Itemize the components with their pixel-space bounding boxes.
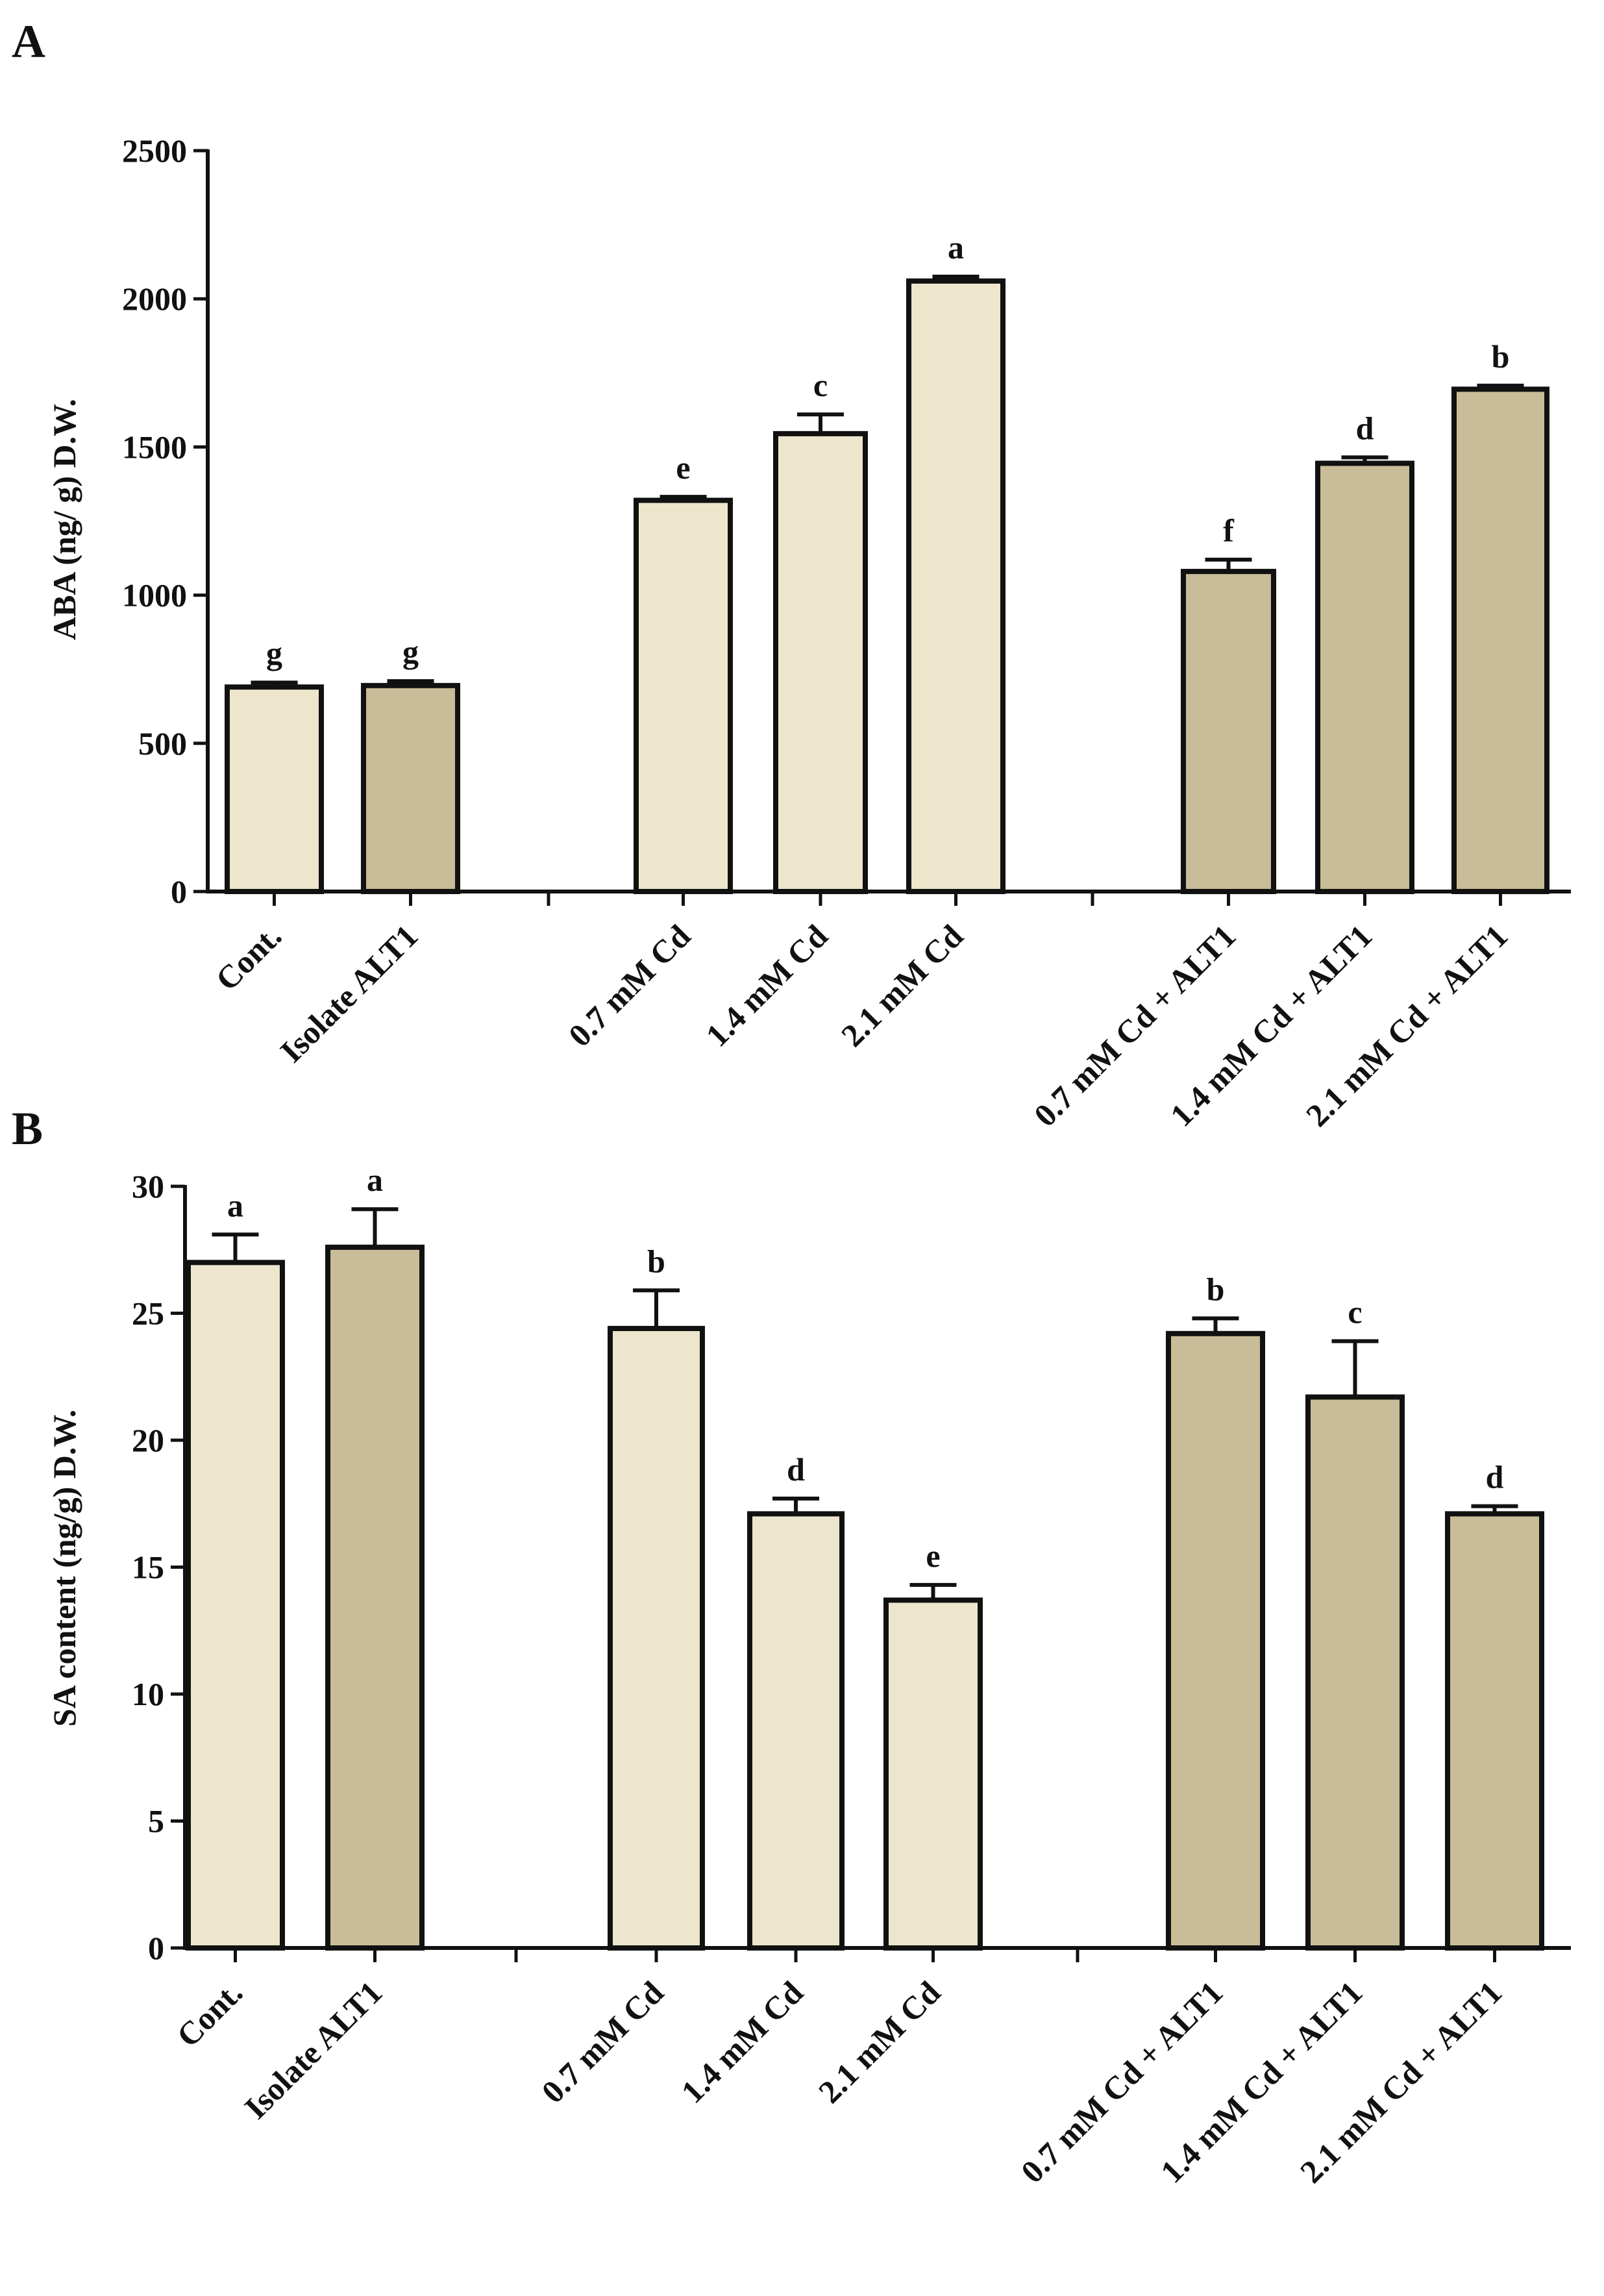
panel-b-letter: B (12, 1103, 43, 1154)
panel-a-letter: A (12, 16, 45, 68)
panel-a-y-tick-label: 2000 (122, 281, 187, 317)
panel-b-significance-letter: b (1207, 1271, 1225, 1307)
panel-a-y-tick-label: 500 (138, 725, 187, 762)
panel-b-significance-letter: a (227, 1187, 243, 1223)
panel-b-y-tick-label: 15 (132, 1549, 164, 1586)
panel-b-y-axis-title: SA content (ng/g) D.W. (46, 1410, 82, 1727)
panel-b-y-tick-label: 10 (132, 1676, 164, 1712)
panel-a-bar (634, 497, 733, 894)
panel-b-category-label: 0.7 mM Cd (534, 1974, 671, 2110)
panel-b-y-tick-label: 25 (132, 1295, 164, 1332)
panel-b-category-label: 1.4 mM Cd (674, 1974, 810, 2110)
panel-a-significance-letter: c (813, 367, 828, 403)
panel-a-significance-letter: g (402, 634, 419, 670)
panel-a-significance-letter: b (1492, 338, 1510, 375)
panel-b-bar (883, 1597, 983, 1951)
panel-a-significance-letter: g (266, 635, 282, 671)
panel-a-bar (1315, 460, 1414, 894)
panel-b-significance-letter: b (647, 1243, 665, 1279)
panel-b-significance-letter: c (1348, 1294, 1362, 1330)
panel-a-y-tick-label: 1000 (122, 577, 187, 614)
panel-a-category-label: Isolate ALT1 (273, 917, 425, 1069)
panel-a-category-label: 1.4 mM Cd (698, 917, 835, 1054)
panel-a-significance-letter: a (948, 229, 964, 266)
panel-b-bar (186, 1260, 285, 1951)
panel-a-y-tick-label: 2500 (122, 132, 187, 169)
panel-a-bar (225, 684, 324, 894)
panel-a-bar (1451, 386, 1549, 894)
panel-b-y-tick-label: 0 (148, 1930, 164, 1966)
panel-a: A 0 500 1000 1500 2000 2500 ABA (ng/ g) D.W. g Co… (12, 16, 1571, 1134)
panel-b-bar (747, 1511, 845, 1951)
panel-a-y-tick-label: 0 (171, 873, 187, 910)
panel-a-category-label: 0.7 mM Cd (561, 917, 698, 1054)
panel-b-bar (1166, 1330, 1265, 1951)
panel-b-significance-letter: a (367, 1162, 383, 1198)
panel-a-category-label: Cont. (208, 917, 288, 997)
panel-b-y-tick-label: 5 (148, 1803, 164, 1840)
panel-a-bar (361, 682, 460, 894)
panel-a-significance-letter: e (676, 449, 690, 486)
panel-b-significance-letter: d (1486, 1459, 1504, 1495)
panel-b-significance-letter: d (787, 1451, 805, 1488)
panel-b-bar (608, 1325, 705, 1951)
panel-b-y-tick-label: 20 (132, 1422, 164, 1458)
panel-b-category-label: 2.1 mM Cd (811, 1974, 948, 2110)
panel-b-category-label: Isolate ALT1 (238, 1974, 389, 2126)
panel-a-bar (906, 278, 1006, 895)
panel-a-bar (1181, 569, 1276, 894)
panel-b-significance-letter: e (926, 1538, 940, 1574)
panel-b-bar (1445, 1511, 1544, 1951)
panel-b: B 0 5 10 15 20 25 30 SA content (ng/g) D.W. a Cont… (12, 1103, 1571, 2190)
panel-a-significance-letter: f (1223, 512, 1235, 549)
panel-a-y-tick-label: 1500 (122, 429, 187, 465)
panel-a-y-axis-title: ABA (ng/ g) D.W. (46, 399, 82, 640)
panel-a-bar (773, 430, 868, 894)
panel-b-category-label: Cont. (169, 1974, 249, 2054)
panel-b-bar (325, 1244, 425, 1951)
panel-b-bar (1305, 1394, 1405, 1951)
panel-a-significance-letter: d (1356, 410, 1374, 446)
panel-b-y-tick-label: 30 (132, 1168, 164, 1204)
panel-a-category-label: 2.1 mM Cd (834, 917, 970, 1054)
